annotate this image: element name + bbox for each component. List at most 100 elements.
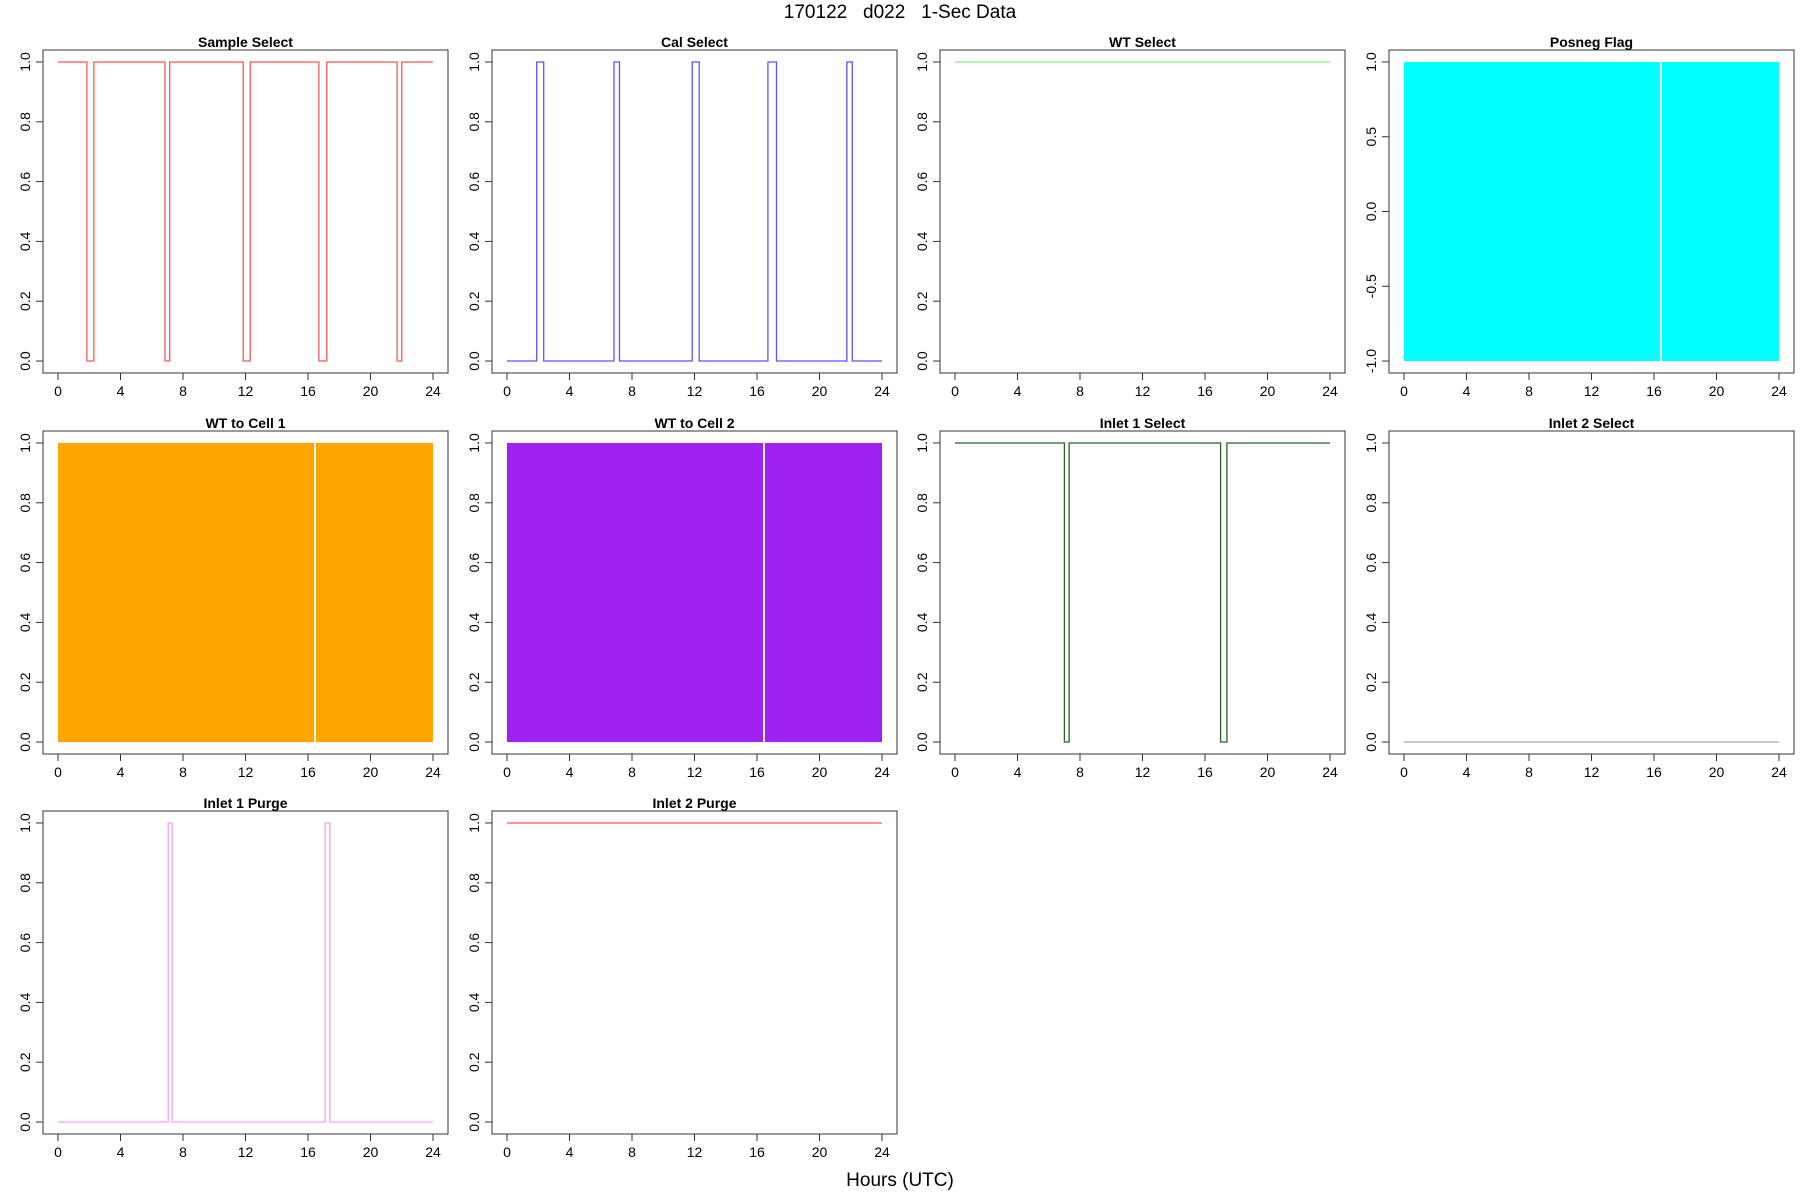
panel-inlet-1-purge: Inlet 1 Purge 0 4 8 12 16 20 24 0.0 0.2 0.4 0.6 0.8 1… — [17, 795, 449, 1160]
x-tick-label: 12 — [687, 383, 703, 399]
y-tick-label: 0.2 — [914, 291, 930, 311]
figure-title: 170122 d022 1-Sec Data — [783, 2, 1017, 23]
y-tick-label: 0.4 — [914, 612, 930, 632]
y-tick-label: 0.4 — [466, 612, 482, 632]
x-tick-label: 8 — [179, 764, 187, 780]
y-tick-label: 0.6 — [1363, 553, 1379, 573]
y-tick-label: 0.4 — [17, 612, 33, 632]
x-tick-label: 0 — [1400, 383, 1408, 399]
x-tick-label: 20 — [1709, 383, 1725, 399]
x-tick-label: 12 — [687, 1144, 703, 1160]
panel-title: Cal Select — [661, 34, 728, 50]
panel-inlet-1-select: Inlet 1 Select 0 4 8 12 16 20 24 0.0 0.2 0.4 0.6 0.8… — [914, 415, 1346, 780]
y-tick-label: 0.0 — [1363, 202, 1379, 222]
filled-band — [58, 442, 315, 743]
series-line — [58, 61, 433, 362]
plot-frame — [42, 810, 449, 1135]
series-line — [507, 61, 882, 362]
x-tick-label: 4 — [566, 1144, 574, 1160]
y-tick-label: 0.8 — [466, 493, 482, 513]
y-tick-label: 0.2 — [1363, 672, 1379, 692]
x-tick-label: 8 — [628, 383, 636, 399]
panel-posneg-flag: Posneg Flag 0 4 8 12 16 20 24 -1.0 -0.5 0.0 0.5 1.0 — [1363, 34, 1795, 399]
series-line — [58, 822, 433, 1123]
x-tick-label: 16 — [300, 1144, 316, 1160]
x-tick-label: 16 — [1197, 383, 1213, 399]
y-tick-label: 1.0 — [17, 52, 33, 72]
y-tick-label: 1.0 — [17, 433, 33, 453]
y-tick-label: 0.2 — [466, 291, 482, 311]
y-tick-label: 0.4 — [17, 992, 33, 1012]
x-tick-label: 0 — [503, 764, 511, 780]
x-tick-label: 24 — [874, 383, 890, 399]
y-tick-label: 0.6 — [466, 553, 482, 573]
y-tick-label: 1.0 — [17, 813, 33, 833]
panel-title: Posneg Flag — [1550, 34, 1633, 50]
y-tick-label: 0.6 — [466, 933, 482, 953]
y-tick-label: 0.2 — [17, 672, 33, 692]
x-tick-label: 20 — [812, 383, 828, 399]
x-tick-label: 20 — [1709, 764, 1725, 780]
x-tick-label: 12 — [687, 764, 703, 780]
y-tick-label: 0.4 — [466, 992, 482, 1012]
panel-inlet-2-select: Inlet 2 Select 0 4 8 12 16 20 24 0.0 0.2 0.4 0.6 0.8… — [1363, 415, 1795, 780]
y-tick-label: 0.0 — [17, 732, 33, 752]
x-tick-label: 20 — [812, 764, 828, 780]
x-tick-label: 0 — [951, 383, 959, 399]
x-tick-label: 24 — [425, 1144, 441, 1160]
y-tick-label: 1.0 — [914, 52, 930, 72]
plot-frame — [491, 810, 898, 1135]
plot-frame — [1388, 430, 1795, 755]
y-tick-label: 0.2 — [466, 1052, 482, 1072]
panel-title: Inlet 1 Purge — [203, 795, 287, 811]
x-tick-label: 4 — [1014, 383, 1022, 399]
x-tick-label: 8 — [1525, 383, 1533, 399]
panel-title: Inlet 2 Select — [1549, 415, 1635, 431]
x-tick-label: 24 — [1771, 383, 1787, 399]
x-tick-label: 16 — [749, 383, 765, 399]
x-tick-label: 16 — [1646, 764, 1662, 780]
y-tick-label: 0.0 — [1363, 732, 1379, 752]
x-tick-label: 24 — [874, 764, 890, 780]
y-tick-label: 1.0 — [466, 813, 482, 833]
y-tick-label: 0.0 — [466, 732, 482, 752]
x-tick-label: 4 — [566, 764, 574, 780]
y-tick-label: 0.4 — [17, 231, 33, 251]
y-tick-label: 0.0 — [17, 351, 33, 371]
x-tick-label: 4 — [1463, 383, 1471, 399]
panel-sample-select: Sample Select 0 4 8 12 16 20 24 0.0 0.2 0.4 0.6 0.8 1… — [17, 34, 449, 399]
panel-wt-to-cell-1: WT to Cell 1 0 4 8 12 16 20 24 0.0 0.2 0.4 0.6 0.8 1.… — [17, 415, 449, 780]
x-tick-label: 24 — [1322, 383, 1338, 399]
series-line — [955, 442, 1330, 743]
panel-title: WT to Cell 1 — [205, 415, 285, 431]
x-tick-label: 0 — [54, 764, 62, 780]
panel-wt-select: WT Select 0 4 8 12 16 20 24 0.0 0.2 0.4 0.6 0.8 1.0 — [914, 34, 1346, 399]
plot-frame — [939, 49, 1346, 374]
x-tick-label: 16 — [749, 764, 765, 780]
x-tick-label: 4 — [1463, 764, 1471, 780]
filled-band — [507, 442, 764, 743]
x-tick-label: 0 — [951, 764, 959, 780]
y-tick-label: 0.0 — [466, 351, 482, 371]
y-tick-label: 0.5 — [1363, 127, 1379, 147]
x-axis-label: Hours (UTC) — [846, 1170, 954, 1191]
x-tick-label: 4 — [117, 1144, 125, 1160]
panel-title: Sample Select — [198, 34, 293, 50]
x-tick-label: 16 — [1646, 383, 1662, 399]
x-tick-label: 16 — [1197, 764, 1213, 780]
y-tick-label: -0.5 — [1363, 274, 1379, 298]
filled-band — [764, 442, 882, 743]
x-tick-label: 4 — [1014, 764, 1022, 780]
x-tick-label: 12 — [238, 1144, 254, 1160]
y-tick-label: 0.2 — [17, 291, 33, 311]
x-tick-label: 20 — [363, 1144, 379, 1160]
plot-frame — [42, 49, 449, 374]
x-tick-label: 0 — [54, 383, 62, 399]
y-tick-label: 0.8 — [17, 493, 33, 513]
panel-inlet-2-purge: Inlet 2 Purge 0 4 8 12 16 20 24 0.0 0.2 0.4 0.6 0.8 1… — [466, 795, 898, 1160]
y-tick-label: 0.6 — [17, 172, 33, 192]
x-tick-label: 12 — [1135, 383, 1151, 399]
x-tick-label: 20 — [363, 764, 379, 780]
x-tick-label: 8 — [628, 1144, 636, 1160]
panel-title: WT Select — [1109, 34, 1176, 50]
